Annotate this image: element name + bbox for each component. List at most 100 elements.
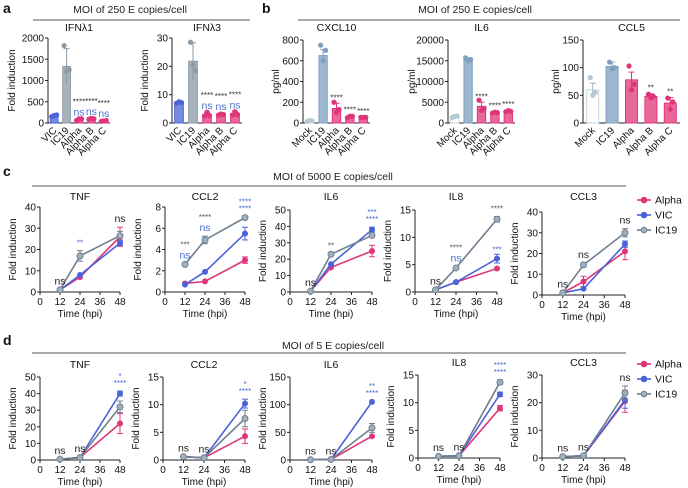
data-point xyxy=(91,116,97,122)
significance-label: ns xyxy=(201,100,212,112)
significance-label: *** xyxy=(180,240,189,249)
data-point-vic xyxy=(494,255,500,262)
y-tick-label: 5 xyxy=(153,428,159,439)
series-line-vic xyxy=(438,393,501,458)
data-point-alpha xyxy=(242,433,248,440)
y-tick-label: 30 xyxy=(25,406,37,417)
y-tick-label: 10 xyxy=(148,400,160,411)
significance-label: ns xyxy=(178,442,189,454)
chart-title: IL6 xyxy=(474,22,489,34)
y-tick-label: 15000 xyxy=(416,56,444,67)
legend-marker-ic19 xyxy=(640,390,648,398)
significance-label: ns xyxy=(305,446,316,458)
x-tick-label: 24 xyxy=(198,465,210,476)
y-tick-label: 0 xyxy=(162,119,168,130)
data-point xyxy=(190,62,196,68)
significance-stars: **** xyxy=(475,92,487,101)
data-point-ic19 xyxy=(76,252,84,260)
x-tick-label: 48 xyxy=(494,463,506,474)
x-tick-label: 0 xyxy=(415,463,421,474)
data-point xyxy=(66,67,72,73)
x-axis-label: Time (hpi) xyxy=(58,309,103,320)
legend-label-ic19: IC19 xyxy=(655,225,677,237)
y-axis-label: Fold induction xyxy=(510,222,521,284)
data-point xyxy=(309,118,315,124)
significance-label: **** xyxy=(239,387,251,396)
data-point-vic xyxy=(242,400,248,407)
x-tick-label: 36 xyxy=(219,465,231,476)
significance-stars: **** xyxy=(201,91,213,100)
y-tick-label: 5000 xyxy=(422,98,445,109)
significance-label: * xyxy=(118,372,121,381)
chart-title: CCL5 xyxy=(618,22,645,34)
data-point-alpha xyxy=(580,278,587,285)
data-point-vic xyxy=(497,391,503,398)
significance-label: **** xyxy=(450,243,462,252)
data-point xyxy=(78,116,85,122)
data-point-ic19 xyxy=(496,378,504,386)
data-point-ic19 xyxy=(493,215,501,223)
series-line-ic19 xyxy=(562,232,626,294)
data-point-ic19 xyxy=(116,403,124,411)
y-axis-label: Fold induction xyxy=(258,387,269,449)
significance-label: **** xyxy=(366,215,378,224)
y-tick-label: 4 xyxy=(155,245,161,256)
significance-label: *** xyxy=(492,246,501,255)
data-point-ic19 xyxy=(368,424,376,432)
y-tick-label: 15 xyxy=(400,206,412,217)
data-point-ic19 xyxy=(56,455,64,463)
significance-label: ns xyxy=(74,443,85,455)
significance-label: **** xyxy=(494,361,506,370)
y-tick-label: 600 xyxy=(282,56,299,67)
x-tick-label: 24 xyxy=(578,300,590,311)
y-tick-label: 50 xyxy=(568,91,580,102)
data-point xyxy=(612,65,618,71)
y-tick-label: 40 xyxy=(25,389,37,400)
y-tick-label: 0 xyxy=(532,291,538,302)
series-line-alpha xyxy=(310,435,373,461)
y-tick-label: 0 xyxy=(573,119,579,130)
y-axis-label: pg/ml xyxy=(551,69,562,93)
x-axis-label: Time (hpi) xyxy=(58,477,103,488)
x-tick-label: 12 xyxy=(305,297,317,308)
data-point xyxy=(650,93,657,100)
significance-label: * xyxy=(243,380,246,389)
data-point-ic19 xyxy=(241,415,249,422)
x-tick-label: 48 xyxy=(366,297,378,308)
series-line-alpha xyxy=(309,250,373,292)
y-axis-label: Fold induction xyxy=(133,218,144,280)
y-tick-label: 10000 xyxy=(416,77,444,88)
y-axis-label: Fold induction xyxy=(140,49,151,111)
y-tick-label: 10 xyxy=(275,271,287,282)
y-axis-label: Fold induction xyxy=(131,387,142,449)
significance-label: **** xyxy=(239,198,251,207)
x-tick-label: 12 xyxy=(433,463,445,474)
data-point-vic xyxy=(369,398,375,405)
x-tick-label: 36 xyxy=(474,463,486,474)
legend-marker-alpha xyxy=(640,360,648,368)
y-tick-label: 0 xyxy=(153,456,159,467)
x-tick-label: 48 xyxy=(491,297,503,308)
chart-title: IL8 xyxy=(449,191,464,203)
y-tick-label: 2 xyxy=(155,266,161,277)
chart-title: CXCL10 xyxy=(317,22,357,34)
significance-label: *** xyxy=(367,208,376,217)
data-point-ic19 xyxy=(180,453,187,461)
chart-b2: IL605000100001500020000pg/mlMockIC19Alph… xyxy=(407,22,515,158)
y-tick-label: 40 xyxy=(527,208,539,219)
significance-label: ns xyxy=(215,101,226,113)
data-point-alpha xyxy=(622,248,628,255)
chart-c4: IL8 0 5 10 15 Fold induction 0 12 24 36 48 Time (hp… xyxy=(383,191,503,320)
significance-label: ns xyxy=(114,213,125,225)
x-axis-label: Time (hpi) xyxy=(309,309,354,320)
data-point-alpha xyxy=(117,420,123,427)
y-tick-label: 0 xyxy=(30,456,36,467)
significance-label: ns xyxy=(325,445,336,457)
data-point xyxy=(628,87,635,93)
y-tick-label: 400 xyxy=(282,77,299,88)
x-tick-label: 12 xyxy=(54,297,66,308)
data-point-ic19 xyxy=(200,454,208,462)
legend-label-alpha: Alpha xyxy=(655,359,682,371)
significance-stars: **** xyxy=(330,93,342,102)
